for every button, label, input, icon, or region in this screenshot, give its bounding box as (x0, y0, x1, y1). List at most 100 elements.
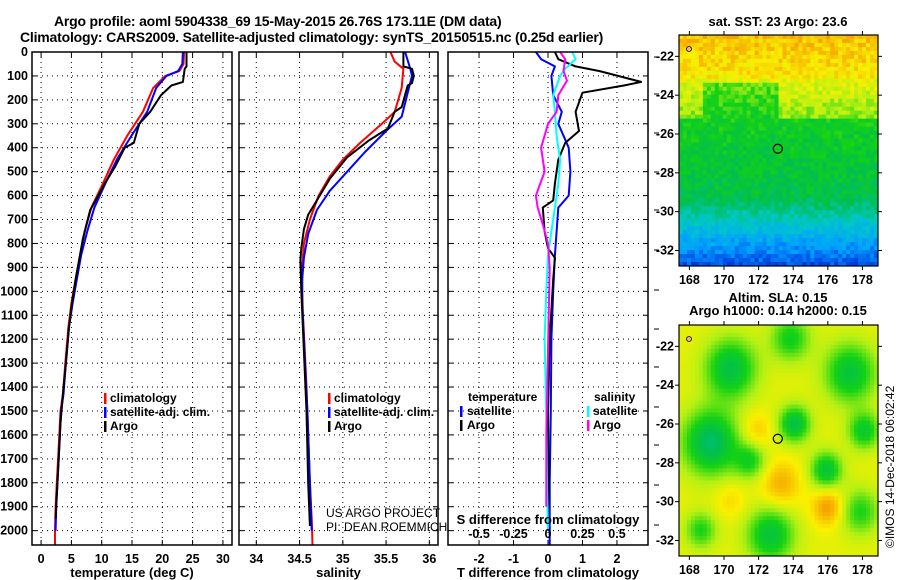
heatmap-cell (814, 74, 819, 80)
heatmap-cell (714, 396, 720, 402)
heatmap-cell (758, 202, 763, 207)
heatmap-cell (834, 82, 839, 88)
heatmap-cell (866, 182, 871, 187)
heatmap-cell (794, 332, 799, 338)
heatmap-cell (790, 102, 795, 108)
y-tick-label: 300 (7, 117, 28, 131)
heatmap-cell (706, 384, 712, 390)
heatmap-cell (874, 110, 879, 116)
heatmap-cell (874, 364, 879, 370)
heatmap-cell (734, 242, 740, 247)
heatmap-cell (698, 325, 704, 330)
heatmap-cell (694, 242, 700, 247)
heatmap-cell (686, 416, 692, 421)
heatmap-cell (694, 178, 700, 183)
heatmap-cell (714, 448, 720, 453)
heatmap-cell (778, 262, 783, 267)
heatmap-cell (710, 62, 716, 68)
heatmap-cell (682, 352, 688, 358)
heatmap-cell (762, 178, 767, 183)
heatmap-cell (754, 432, 759, 437)
heatmap-cell (742, 210, 748, 215)
heatmap-cell (802, 166, 807, 171)
heatmap-cell (742, 448, 748, 453)
heatmap-cell (874, 344, 879, 350)
heatmap-cell (842, 150, 847, 155)
heatmap-cell (850, 214, 855, 219)
heatmap-cell (686, 356, 692, 362)
heatmap-cell (710, 242, 716, 247)
heatmap-cell (874, 154, 879, 159)
heatmap-cell (838, 170, 843, 175)
heatmap-cell (770, 428, 775, 433)
heatmap-cell (838, 332, 843, 338)
heatmap-cell (794, 206, 799, 211)
heatmap-cell (726, 254, 732, 259)
heatmap-cell (694, 106, 700, 112)
heatmap-cell (679, 194, 684, 199)
heatmap-cell (714, 238, 720, 243)
heatmap-cell (742, 436, 748, 441)
heatmap-cell (866, 230, 871, 235)
heatmap-cell (874, 218, 879, 223)
heatmap-cell (814, 230, 819, 235)
heatmap-cell (786, 74, 791, 80)
heatmap-cell (766, 146, 771, 151)
heatmap-cell (734, 82, 740, 88)
heatmap-cell (870, 158, 875, 163)
heatmap-cell (679, 380, 684, 386)
heatmap-cell (682, 42, 688, 48)
heatmap-cell (766, 82, 771, 88)
heatmap-cell (770, 392, 775, 398)
heatmap-cell (738, 388, 744, 394)
heatmap-cell (686, 388, 692, 394)
heatmap-cell (818, 35, 823, 40)
heatmap-cell (722, 420, 728, 425)
heatmap-cell (838, 428, 843, 433)
heatmap-cell (722, 234, 728, 239)
heatmap-cell (802, 452, 807, 457)
heatmap-cell (798, 250, 803, 255)
heatmap-cell (698, 66, 704, 72)
heatmap-cell (679, 66, 684, 72)
heatmap-cell (854, 218, 859, 223)
heatmap-cell (834, 118, 839, 124)
heatmap-cell (806, 46, 811, 52)
heatmap-cell (702, 118, 708, 124)
heatmap-cell (714, 90, 720, 96)
heatmap-cell (734, 162, 740, 167)
heatmap-cell (818, 54, 823, 60)
heatmap-cell (754, 372, 759, 378)
heatmap-cell (802, 364, 807, 370)
heatmap-cell (854, 35, 859, 40)
heatmap-cell (766, 194, 771, 199)
heatmap-cell (830, 170, 835, 175)
heatmap-cell (682, 392, 688, 398)
heatmap-cell (738, 102, 744, 108)
heatmap-cell (854, 66, 859, 72)
heatmap-cell (782, 198, 787, 203)
heatmap-cell (726, 412, 732, 417)
heatmap-cell (690, 158, 696, 163)
heatmap-cell (702, 388, 708, 394)
heatmap-cell (794, 246, 799, 251)
heatmap-cell (814, 452, 819, 457)
heatmap-cell (786, 384, 791, 390)
heatmap-cell (734, 190, 740, 195)
heatmap-cell (686, 202, 692, 207)
heatmap-cell (746, 106, 752, 112)
heatmap-cell (854, 392, 859, 398)
heatmap-cell (690, 364, 696, 370)
heatmap-cell (798, 436, 803, 441)
heatmap-cell (694, 222, 700, 227)
heatmap-cell (702, 400, 708, 406)
heatmap-cell (810, 214, 815, 219)
heatmap-cell (794, 222, 799, 227)
heatmap-cell (726, 138, 732, 143)
heatmap-cell (682, 186, 688, 191)
heatmap-cell (774, 396, 779, 402)
heatmap-cell (862, 352, 867, 358)
heatmap-cell (726, 222, 732, 227)
heatmap-cell (758, 50, 763, 56)
heatmap-cell (870, 428, 875, 433)
